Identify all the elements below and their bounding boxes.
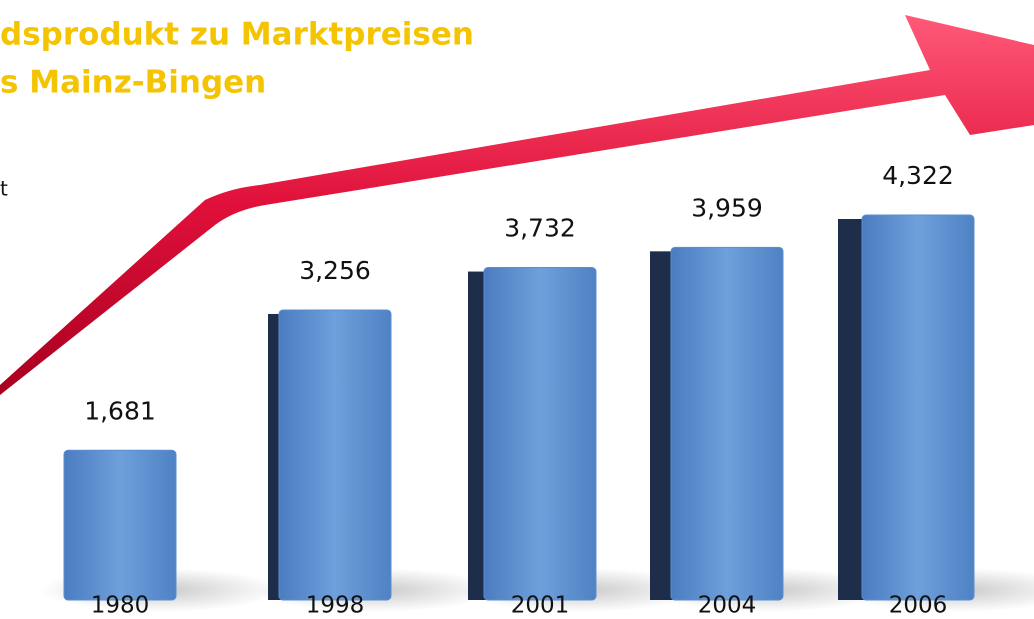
bar xyxy=(861,214,975,601)
value-label: 3,732 xyxy=(504,214,576,243)
value-label: 1,681 xyxy=(84,396,156,425)
annotation: t xyxy=(0,177,8,201)
value-label: 3,959 xyxy=(691,193,763,222)
bar-side xyxy=(468,271,488,600)
x-tick-label: 2001 xyxy=(511,593,570,619)
bar xyxy=(63,449,177,601)
trend-arrow xyxy=(0,15,1034,395)
value-label: 3,256 xyxy=(299,256,371,285)
bar xyxy=(483,267,597,601)
x-tick-label: 2004 xyxy=(698,593,757,619)
bar-side xyxy=(838,219,866,600)
bar xyxy=(670,246,784,601)
x-tick-label: 1998 xyxy=(306,593,365,619)
x-tick-label: 2006 xyxy=(889,593,948,619)
chart-subtitle: s Mainz-Bingen xyxy=(0,65,266,101)
x-tick-label: 1980 xyxy=(91,593,150,619)
value-label: 4,322 xyxy=(882,161,954,190)
chart-title: dsprodukt zu Marktpreisen xyxy=(0,17,474,53)
bar xyxy=(278,309,392,601)
